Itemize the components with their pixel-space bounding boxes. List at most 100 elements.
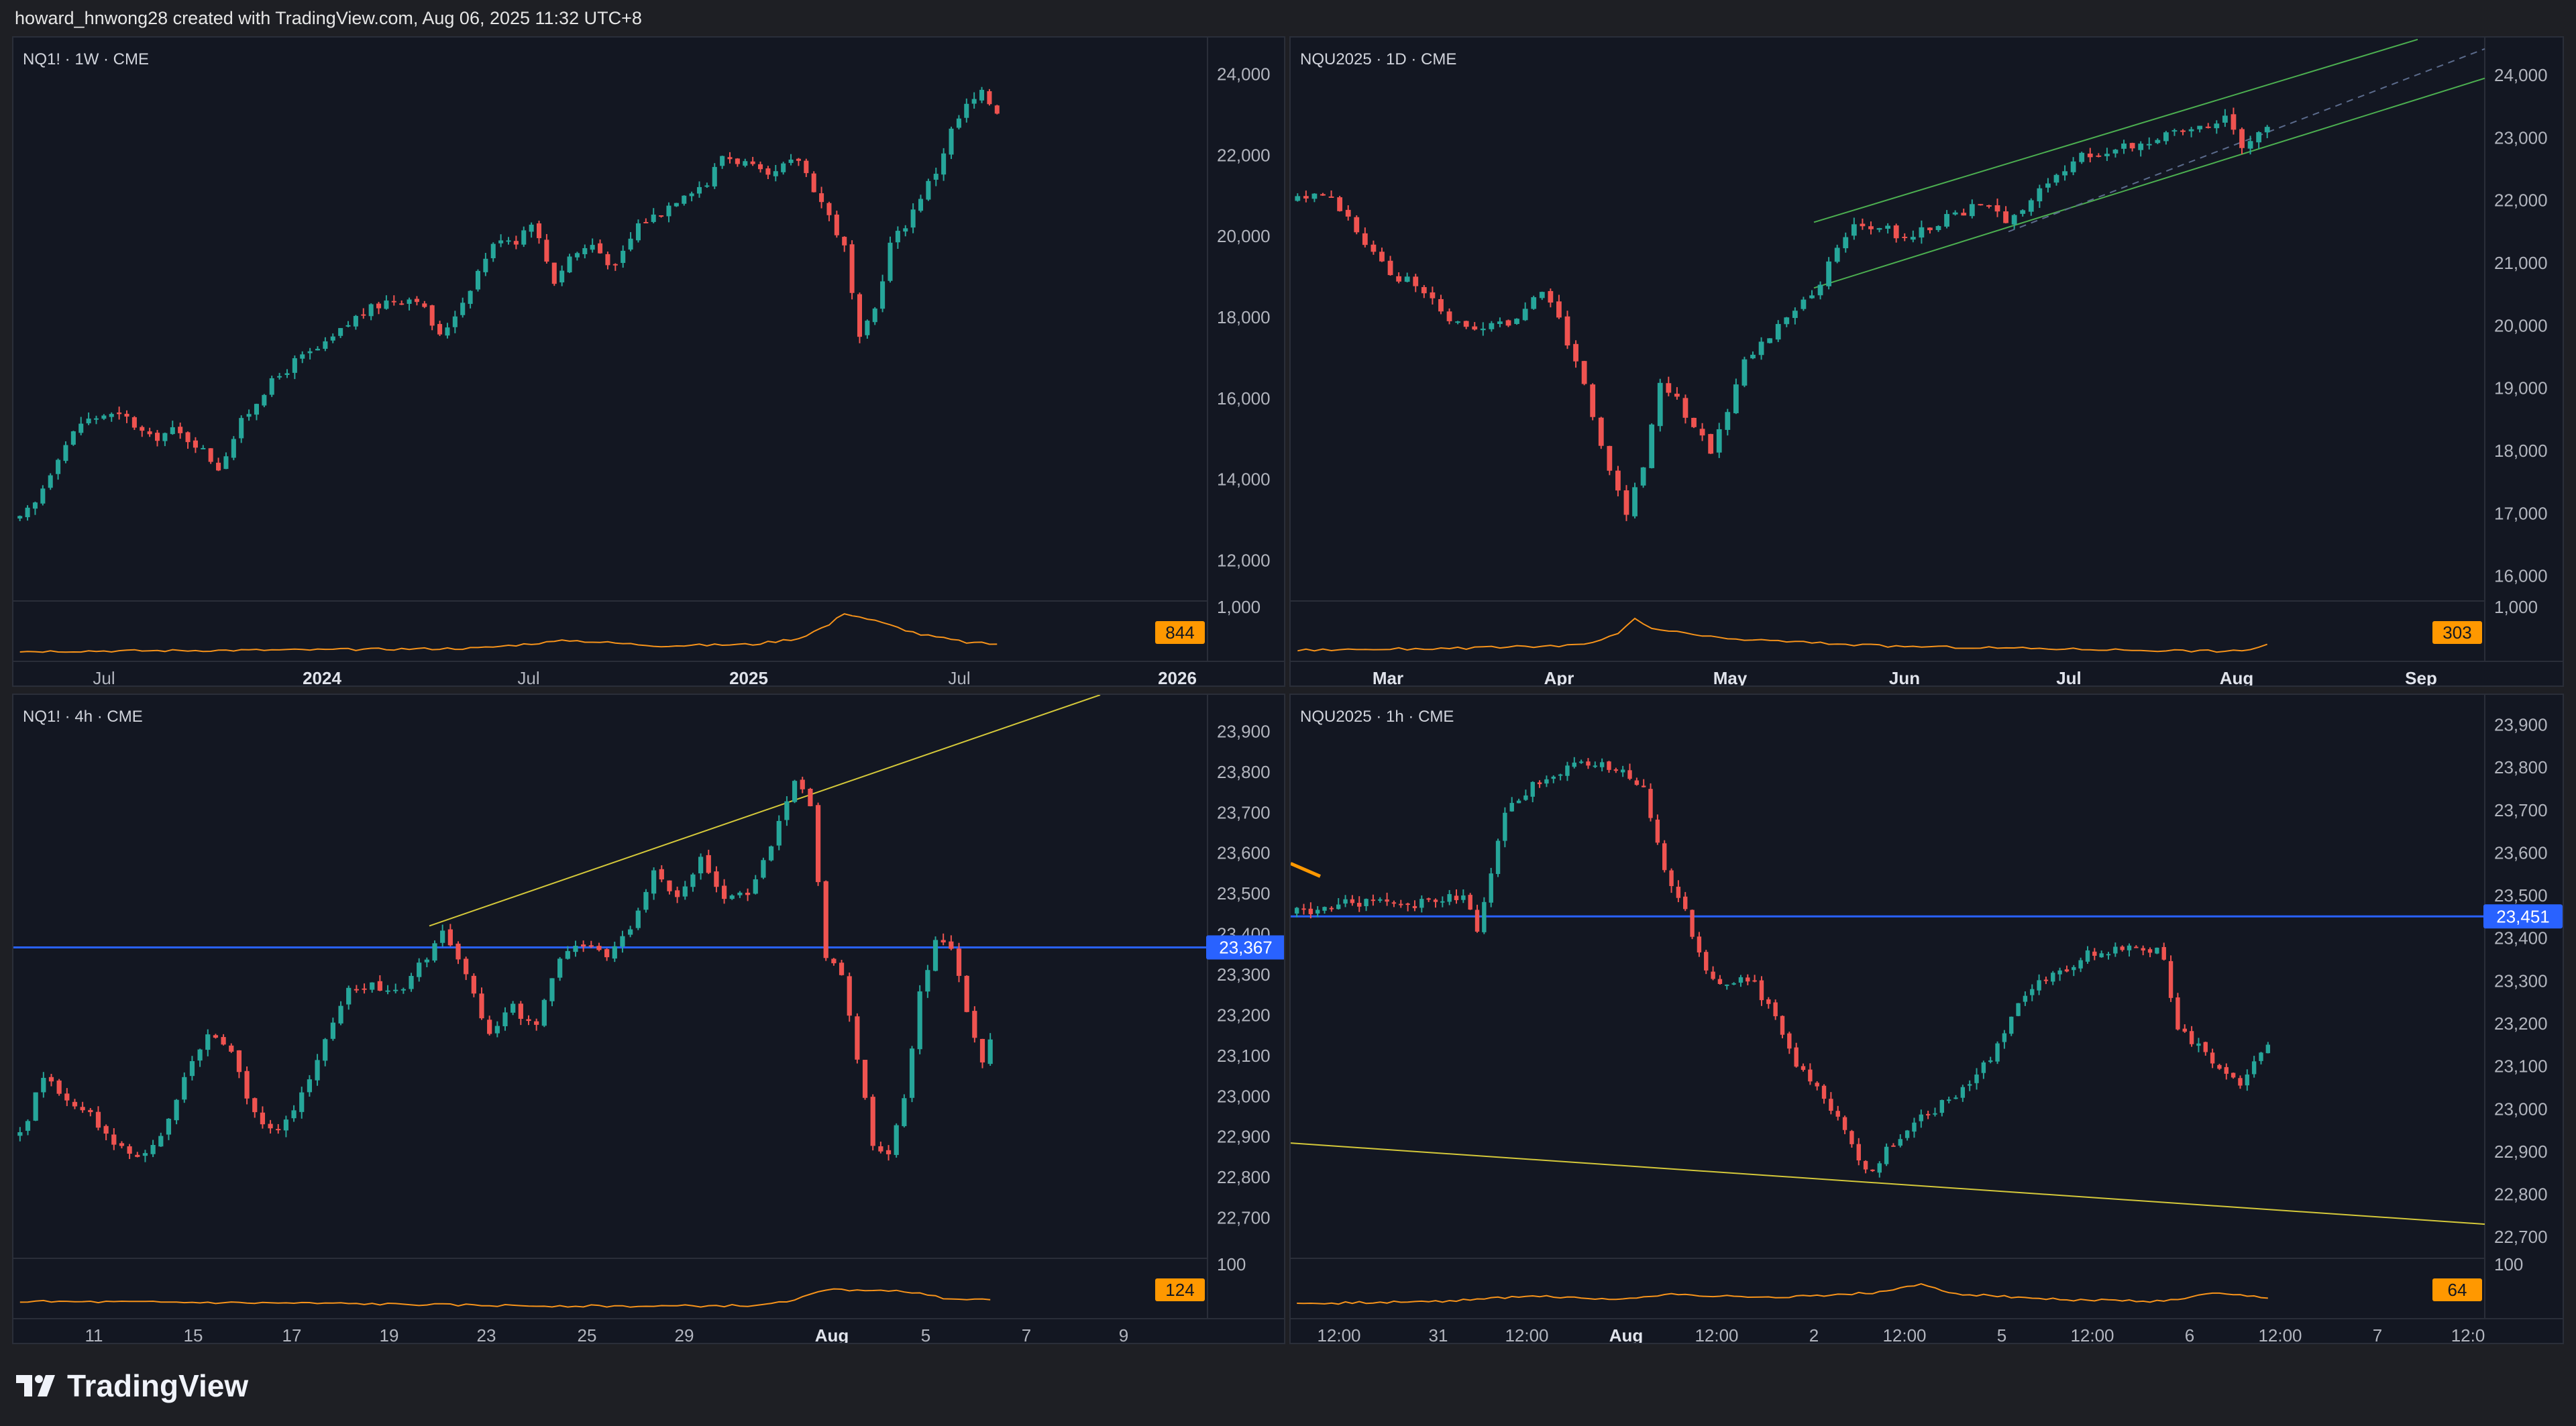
chart-panel-nqu-1d[interactable]: NQU2025 · 1D · CME 24,000 23,000 22,000 21,0… (1289, 36, 2564, 687)
chart-svg-nqu-1d[interactable]: NQU2025 · 1D · CME 24,000 23,000 22,000 21,0… (1291, 38, 2564, 687)
candle-up (720, 156, 725, 166)
candle-up (1294, 908, 1299, 914)
chart-svg-nqu-1h[interactable]: NQU2025 · 1h · CME 23,900 23,800 23,700 23,6… (1291, 695, 2564, 1344)
candle-up (1544, 779, 1549, 784)
candle-down (1548, 290, 1554, 303)
candle-up (1750, 354, 1756, 359)
candle-up (1919, 1114, 1924, 1121)
candle-up (956, 118, 961, 128)
candle-down (1759, 980, 1764, 1001)
candle-down (1699, 429, 1705, 436)
candle-down (2203, 1042, 2208, 1052)
candle-up (910, 209, 916, 228)
candle-up (1910, 237, 1916, 240)
x-tick-label: 2 (1809, 1325, 1819, 1344)
candle-up (1969, 204, 1975, 217)
candle-down (1430, 292, 1436, 298)
y-tick-label: 23,800 (2494, 757, 2548, 777)
candle-up (2070, 161, 2076, 172)
candle-down (972, 1011, 977, 1038)
candle-down (796, 158, 801, 161)
candle-down (1682, 398, 1688, 418)
candle-down (1615, 470, 1621, 491)
candle-down (1573, 343, 1578, 362)
candle-down (1308, 908, 1313, 914)
candle-up (2078, 960, 2083, 969)
candle-up (239, 418, 244, 439)
candle-up (93, 418, 99, 420)
candle-down (1303, 196, 1309, 199)
candle-up (1503, 812, 1507, 841)
candle-up (2037, 980, 2041, 991)
candle-up (761, 860, 766, 878)
candle-up (753, 879, 758, 894)
y-tick-label: 22,000 (1217, 145, 1271, 165)
candle-down (1329, 908, 1334, 910)
candle-up (1834, 248, 1840, 262)
candle-down (244, 1071, 250, 1099)
x-tick-label: 12:00 (1882, 1325, 1926, 1344)
candle-up (2106, 954, 2111, 956)
candle-up (1343, 899, 1348, 904)
candle-up (25, 507, 30, 518)
candle-up (1336, 904, 1341, 910)
candle-down (831, 958, 837, 964)
candle-up (635, 223, 641, 241)
candle-up (2214, 123, 2220, 129)
candle-up (170, 427, 175, 435)
candle-up (612, 946, 617, 959)
candle-down (111, 1134, 117, 1145)
candle-up (182, 1077, 187, 1100)
candle-down (596, 946, 602, 950)
candle-down (1690, 910, 1695, 937)
candle-down (2161, 946, 2166, 960)
candle-down (1669, 870, 1674, 887)
chart-panel-nq-1w[interactable]: NQ1! · 1W · CME 24,000 22,000 20,000 18,000 1… (12, 36, 1285, 687)
candle-up (506, 240, 511, 242)
candle-up (941, 153, 947, 175)
y-tick-label: 16,000 (1217, 388, 1271, 408)
descending-trendline (1291, 1142, 2485, 1225)
candle-down (221, 1037, 226, 1045)
candle-down (536, 223, 542, 239)
y-tick-label: 23,700 (2494, 800, 2548, 820)
candle-up (2222, 115, 2228, 123)
candle-down (447, 929, 453, 946)
candle-up (452, 316, 458, 327)
candle-up (2138, 144, 2144, 150)
candle-up (1489, 873, 1493, 903)
candle-down (414, 298, 419, 303)
candle-down (1337, 197, 1343, 211)
candle-up (1599, 762, 1605, 767)
chart-panel-nq-4h[interactable]: NQ1! · 4h · CME 23,900 23,800 23,700 23,600 2… (12, 694, 1285, 1344)
candle-down (1648, 789, 1653, 818)
candle-up (2251, 1061, 2257, 1075)
chart-svg-nq-4h[interactable]: NQ1! · 4h · CME 23,900 23,800 23,700 23,600 2… (13, 695, 1285, 1344)
candle-down (949, 941, 954, 949)
candle-down (811, 173, 816, 193)
chart-svg-nq-1w[interactable]: NQ1! · 1W · CME 24,000 22,000 20,000 18,000 1… (13, 38, 1285, 687)
chart-panel-nqu-1h[interactable]: NQU2025 · 1h · CME 23,900 23,800 23,700 23,6… (1289, 694, 2564, 1344)
candle-down (276, 1129, 281, 1131)
candle-up (1767, 338, 1773, 343)
y-tick-label: 24,000 (2494, 65, 2548, 85)
candle-up (880, 281, 885, 309)
candle-down (1717, 979, 1723, 985)
candle-up (2037, 188, 2043, 202)
candle-up (1558, 774, 1563, 776)
candle-down (88, 1109, 93, 1113)
candle-up (704, 185, 710, 187)
y-tick-label: 23,000 (1217, 1086, 1271, 1106)
candle-up (445, 327, 450, 336)
candle-up (651, 214, 656, 222)
candle-up (2079, 152, 2085, 162)
candle-up (1995, 1043, 2000, 1062)
candle-down (1463, 321, 1469, 327)
candle-down (857, 294, 863, 337)
candle-up (1649, 424, 1655, 468)
candle-up (1640, 467, 1646, 486)
candle-up (1322, 907, 1327, 911)
tradingview-footer[interactable]: TradingView (15, 1366, 248, 1406)
candle-down (526, 1019, 531, 1022)
candle-up (1497, 321, 1503, 325)
